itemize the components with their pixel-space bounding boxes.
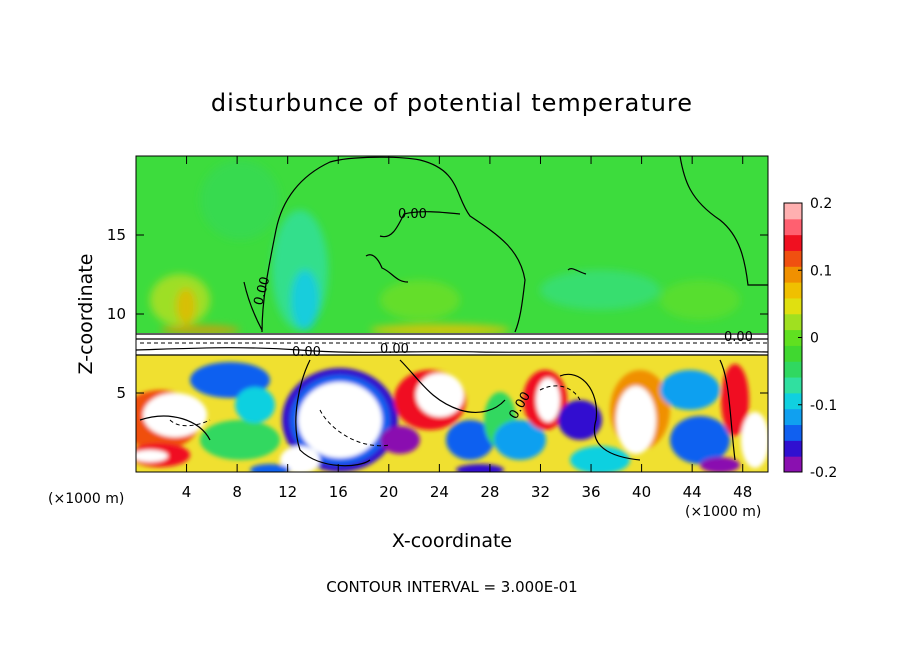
- plot-area: 0.00 0.00 0.00 0.00 0.00 0.00: [136, 156, 768, 472]
- x-tick-label: 32: [531, 483, 550, 501]
- x-tick-label: 20: [379, 483, 398, 501]
- colorbar-tick-label: 0: [810, 331, 819, 347]
- colorbar-tick-label: 0.2: [810, 196, 832, 212]
- colorbar-swatch: [784, 313, 802, 331]
- colorbar-swatch: [784, 440, 802, 457]
- colorbar-swatch: [784, 424, 802, 441]
- colorbar-swatch: [784, 250, 802, 267]
- contour-label: 0.00: [380, 342, 409, 357]
- contour-label: 0.00: [724, 330, 753, 345]
- colorbar-tick-label: -0.1: [810, 398, 837, 414]
- transition-band: [136, 333, 768, 357]
- x-unit-label: (×1000 m): [685, 504, 761, 520]
- y-tick-label: 15: [107, 226, 126, 244]
- colorbar-ticks: 0.2 0.1 0 -0.1 -0.2: [798, 196, 837, 481]
- x-tick-label: 12: [278, 483, 297, 501]
- colorbar-tick-label: 0.1: [810, 263, 832, 279]
- contour-interval-note: CONTOUR INTERVAL = 3.000E-01: [326, 578, 577, 596]
- x-tick-label: 48: [733, 483, 752, 501]
- colorbar-swatch: [784, 377, 802, 394]
- x-tick-label: 4: [182, 483, 192, 501]
- y-tick-label: 10: [107, 305, 126, 323]
- y-tick-label: 5: [116, 384, 126, 402]
- contour-label: 0.00: [251, 275, 273, 307]
- colorbar-swatch: [784, 329, 802, 346]
- colorbar-swatch: [784, 203, 802, 220]
- x-tick-label: 36: [581, 483, 600, 501]
- colorbar-swatch: [784, 361, 802, 378]
- colorbar-swatch: [784, 392, 802, 410]
- x-axis-title: X-coordinate: [392, 530, 512, 552]
- x-tick-label: 16: [329, 483, 348, 501]
- contour-label: 0.00: [292, 345, 321, 360]
- colorbar-swatch: [784, 282, 802, 299]
- colorbar-swatch: [784, 266, 802, 283]
- colorbar-swatch: [784, 408, 802, 426]
- x-tick-label: 8: [232, 483, 242, 501]
- y-axis-title: Z-coordinate: [75, 254, 97, 375]
- colorbar-swatch: [784, 218, 802, 236]
- colorbar: [783, 202, 803, 473]
- x-tick-label: 24: [430, 483, 449, 501]
- x-axis-ticks: 4 8 12 16 20 24 28 32 36 40 44 48: [182, 156, 752, 501]
- colorbar-swatch: [784, 297, 802, 315]
- z-unit-label: (×1000 m): [48, 491, 124, 507]
- y-axis-ticks: 5 10 15: [107, 226, 768, 402]
- contour-label: 0.00: [398, 207, 427, 222]
- x-tick-label: 44: [683, 483, 702, 501]
- x-tick-label: 28: [480, 483, 499, 501]
- lower-layer-blobs: [136, 362, 768, 472]
- x-tick-label: 40: [632, 483, 651, 501]
- contour-lines-dashed: [140, 342, 768, 447]
- chart-title: disturbunce of potential temperature: [211, 89, 693, 117]
- colorbar-swatch: [784, 456, 802, 473]
- colorbar-swatch: [784, 345, 802, 362]
- colorbar-tick-label: -0.2: [810, 465, 837, 481]
- contour-lines: [136, 156, 768, 467]
- colorbar-swatch: [784, 234, 802, 251]
